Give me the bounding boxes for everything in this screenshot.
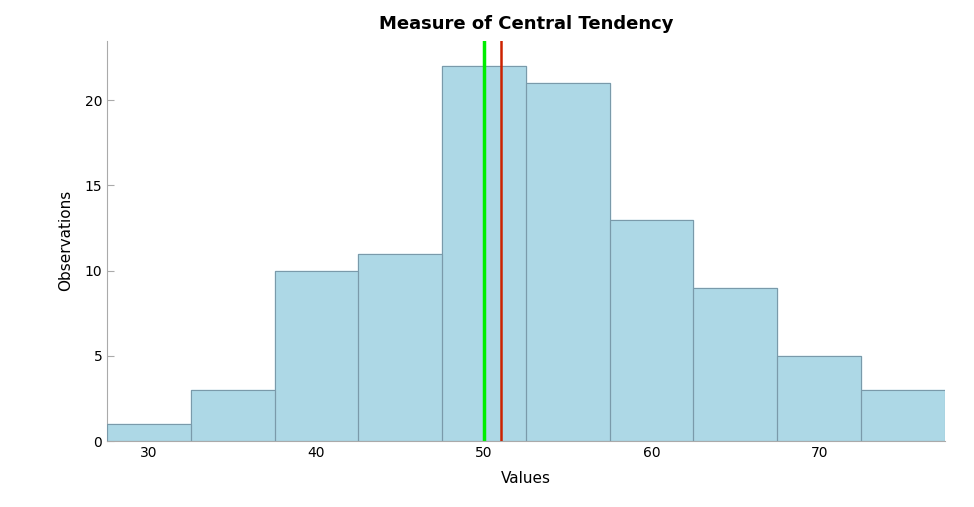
Polygon shape [526, 83, 610, 441]
Polygon shape [861, 390, 945, 441]
Polygon shape [107, 424, 191, 441]
X-axis label: Values: Values [501, 471, 551, 486]
Polygon shape [275, 271, 358, 441]
Title: Measure of Central Tendency: Measure of Central Tendency [379, 15, 673, 33]
Polygon shape [777, 356, 861, 441]
Polygon shape [358, 254, 442, 441]
Polygon shape [693, 287, 777, 441]
Y-axis label: Observations: Observations [58, 190, 74, 292]
Polygon shape [610, 220, 693, 441]
Polygon shape [442, 66, 526, 441]
Polygon shape [191, 390, 275, 441]
